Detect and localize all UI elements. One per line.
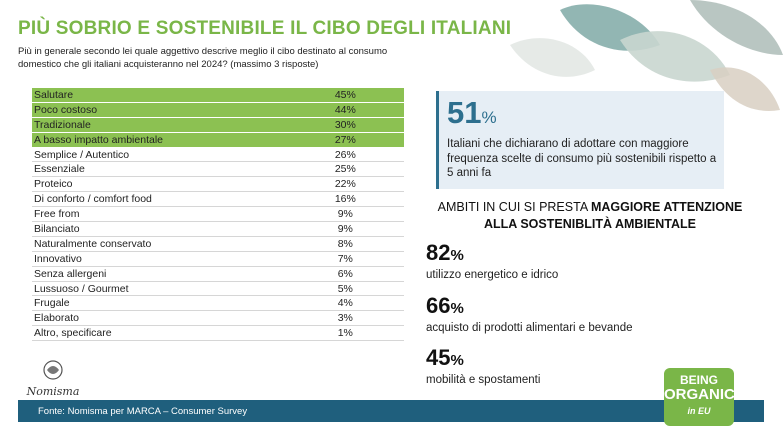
page-title: PIÙ SOBRIO E SOSTENIBILE IL CIBO DEGLI I…: [18, 18, 512, 39]
row-value: 22%: [334, 178, 356, 191]
table-row: Lussuoso / Gourmet 5%: [32, 282, 404, 297]
table-row: Semplice / Autentico 26%: [32, 148, 404, 163]
table-row: Senza allergeni 6%: [32, 267, 404, 282]
row-label: Senza allergeni: [34, 267, 107, 280]
table-row: Salutare 45%: [32, 88, 404, 103]
highlight-stat-box: 51% Italiani che dichiarano di adottare …: [436, 91, 724, 189]
row-label: Essenziale: [34, 163, 85, 176]
row-value: 25%: [334, 163, 356, 176]
row-label: Elaborato: [34, 312, 79, 325]
nomisma-logo: Nomisma: [18, 358, 88, 398]
table-row: Di conforto / comfort food 16%: [32, 192, 404, 208]
source-note: Fonte: Nomisma per MARCA – Consumer Surv…: [38, 406, 248, 417]
row-label: Proteico: [34, 178, 73, 191]
table-row: Essenziale 25%: [32, 162, 404, 178]
table-row: Free from 9%: [32, 207, 404, 223]
row-value: 8%: [337, 237, 353, 250]
footer-bar: Fonte: Nomisma per MARCA – Consumer Surv…: [18, 400, 764, 422]
survey-question: Più in generale secondo lei quale aggett…: [18, 46, 388, 70]
row-label: A basso impatto ambientale: [34, 133, 163, 146]
row-value: 6%: [337, 267, 353, 280]
row-label: Poco costoso: [34, 103, 98, 116]
metric-mobility: 45% mobilità e spostamenti: [426, 345, 541, 386]
row-label: Lussuoso / Gourmet: [34, 282, 129, 295]
table-row: Proteico 22%: [32, 177, 404, 193]
row-value: 26%: [334, 148, 356, 161]
row-label: Free from: [34, 208, 80, 221]
row-label: Di conforto / comfort food: [34, 193, 152, 206]
table-row: Frugale 4%: [32, 296, 404, 312]
row-label: Bilanciato: [34, 222, 80, 235]
row-label: Salutare: [34, 88, 74, 101]
leaves-decoration: [510, 0, 783, 111]
table-row: Naturalmente conservato 8%: [32, 237, 404, 252]
table-row: Bilanciato 9%: [32, 222, 404, 237]
being-organic-logo: BEING ORGANIC in EU: [664, 368, 735, 426]
adjectives-table: Salutare 45% Poco costoso 44% Tradizionale 30…: [32, 88, 404, 342]
section-heading: AMBITI IN CUI SI PRESTA MAGGIORE ATTENZI…: [437, 200, 743, 231]
stat-value: 51%: [447, 95, 497, 130]
metric-energy: 82% utilizzo energetico e idrico: [426, 240, 559, 281]
nomisma-emblem-icon: [43, 360, 63, 380]
row-label: Tradizionale: [34, 118, 91, 131]
row-value: 4%: [337, 297, 353, 310]
row-value: 30%: [334, 118, 356, 131]
row-value: 9%: [337, 208, 353, 221]
row-value: 16%: [334, 193, 356, 206]
row-value: 5%: [337, 282, 353, 295]
row-value: 45%: [334, 88, 356, 101]
row-label: Innovativo: [34, 252, 82, 265]
table-row: A basso impatto ambientale 27%: [32, 132, 404, 148]
row-value: 9%: [337, 222, 353, 235]
table-row: Innovativo 7%: [32, 252, 404, 267]
table-row: Tradizionale 30%: [32, 117, 404, 133]
row-value: 44%: [334, 103, 356, 116]
row-value: 3%: [337, 312, 353, 325]
row-value: 1%: [337, 327, 353, 340]
row-label: Altro, specificare: [34, 327, 112, 340]
stat-description: Italiani che dichiarano di adottare con …: [447, 138, 717, 179]
row-value: 7%: [337, 252, 353, 265]
row-label: Naturalmente conservato: [34, 237, 152, 250]
table-row: Elaborato 3%: [32, 311, 404, 327]
row-value: 27%: [334, 133, 356, 146]
row-label: Frugale: [34, 297, 70, 310]
metric-food: 66% acquisto di prodotti alimentari e be…: [426, 293, 633, 334]
table-row: Altro, specificare 1%: [32, 326, 404, 342]
row-label: Semplice / Autentico: [34, 148, 130, 161]
table-row: Poco costoso 44%: [32, 102, 404, 118]
